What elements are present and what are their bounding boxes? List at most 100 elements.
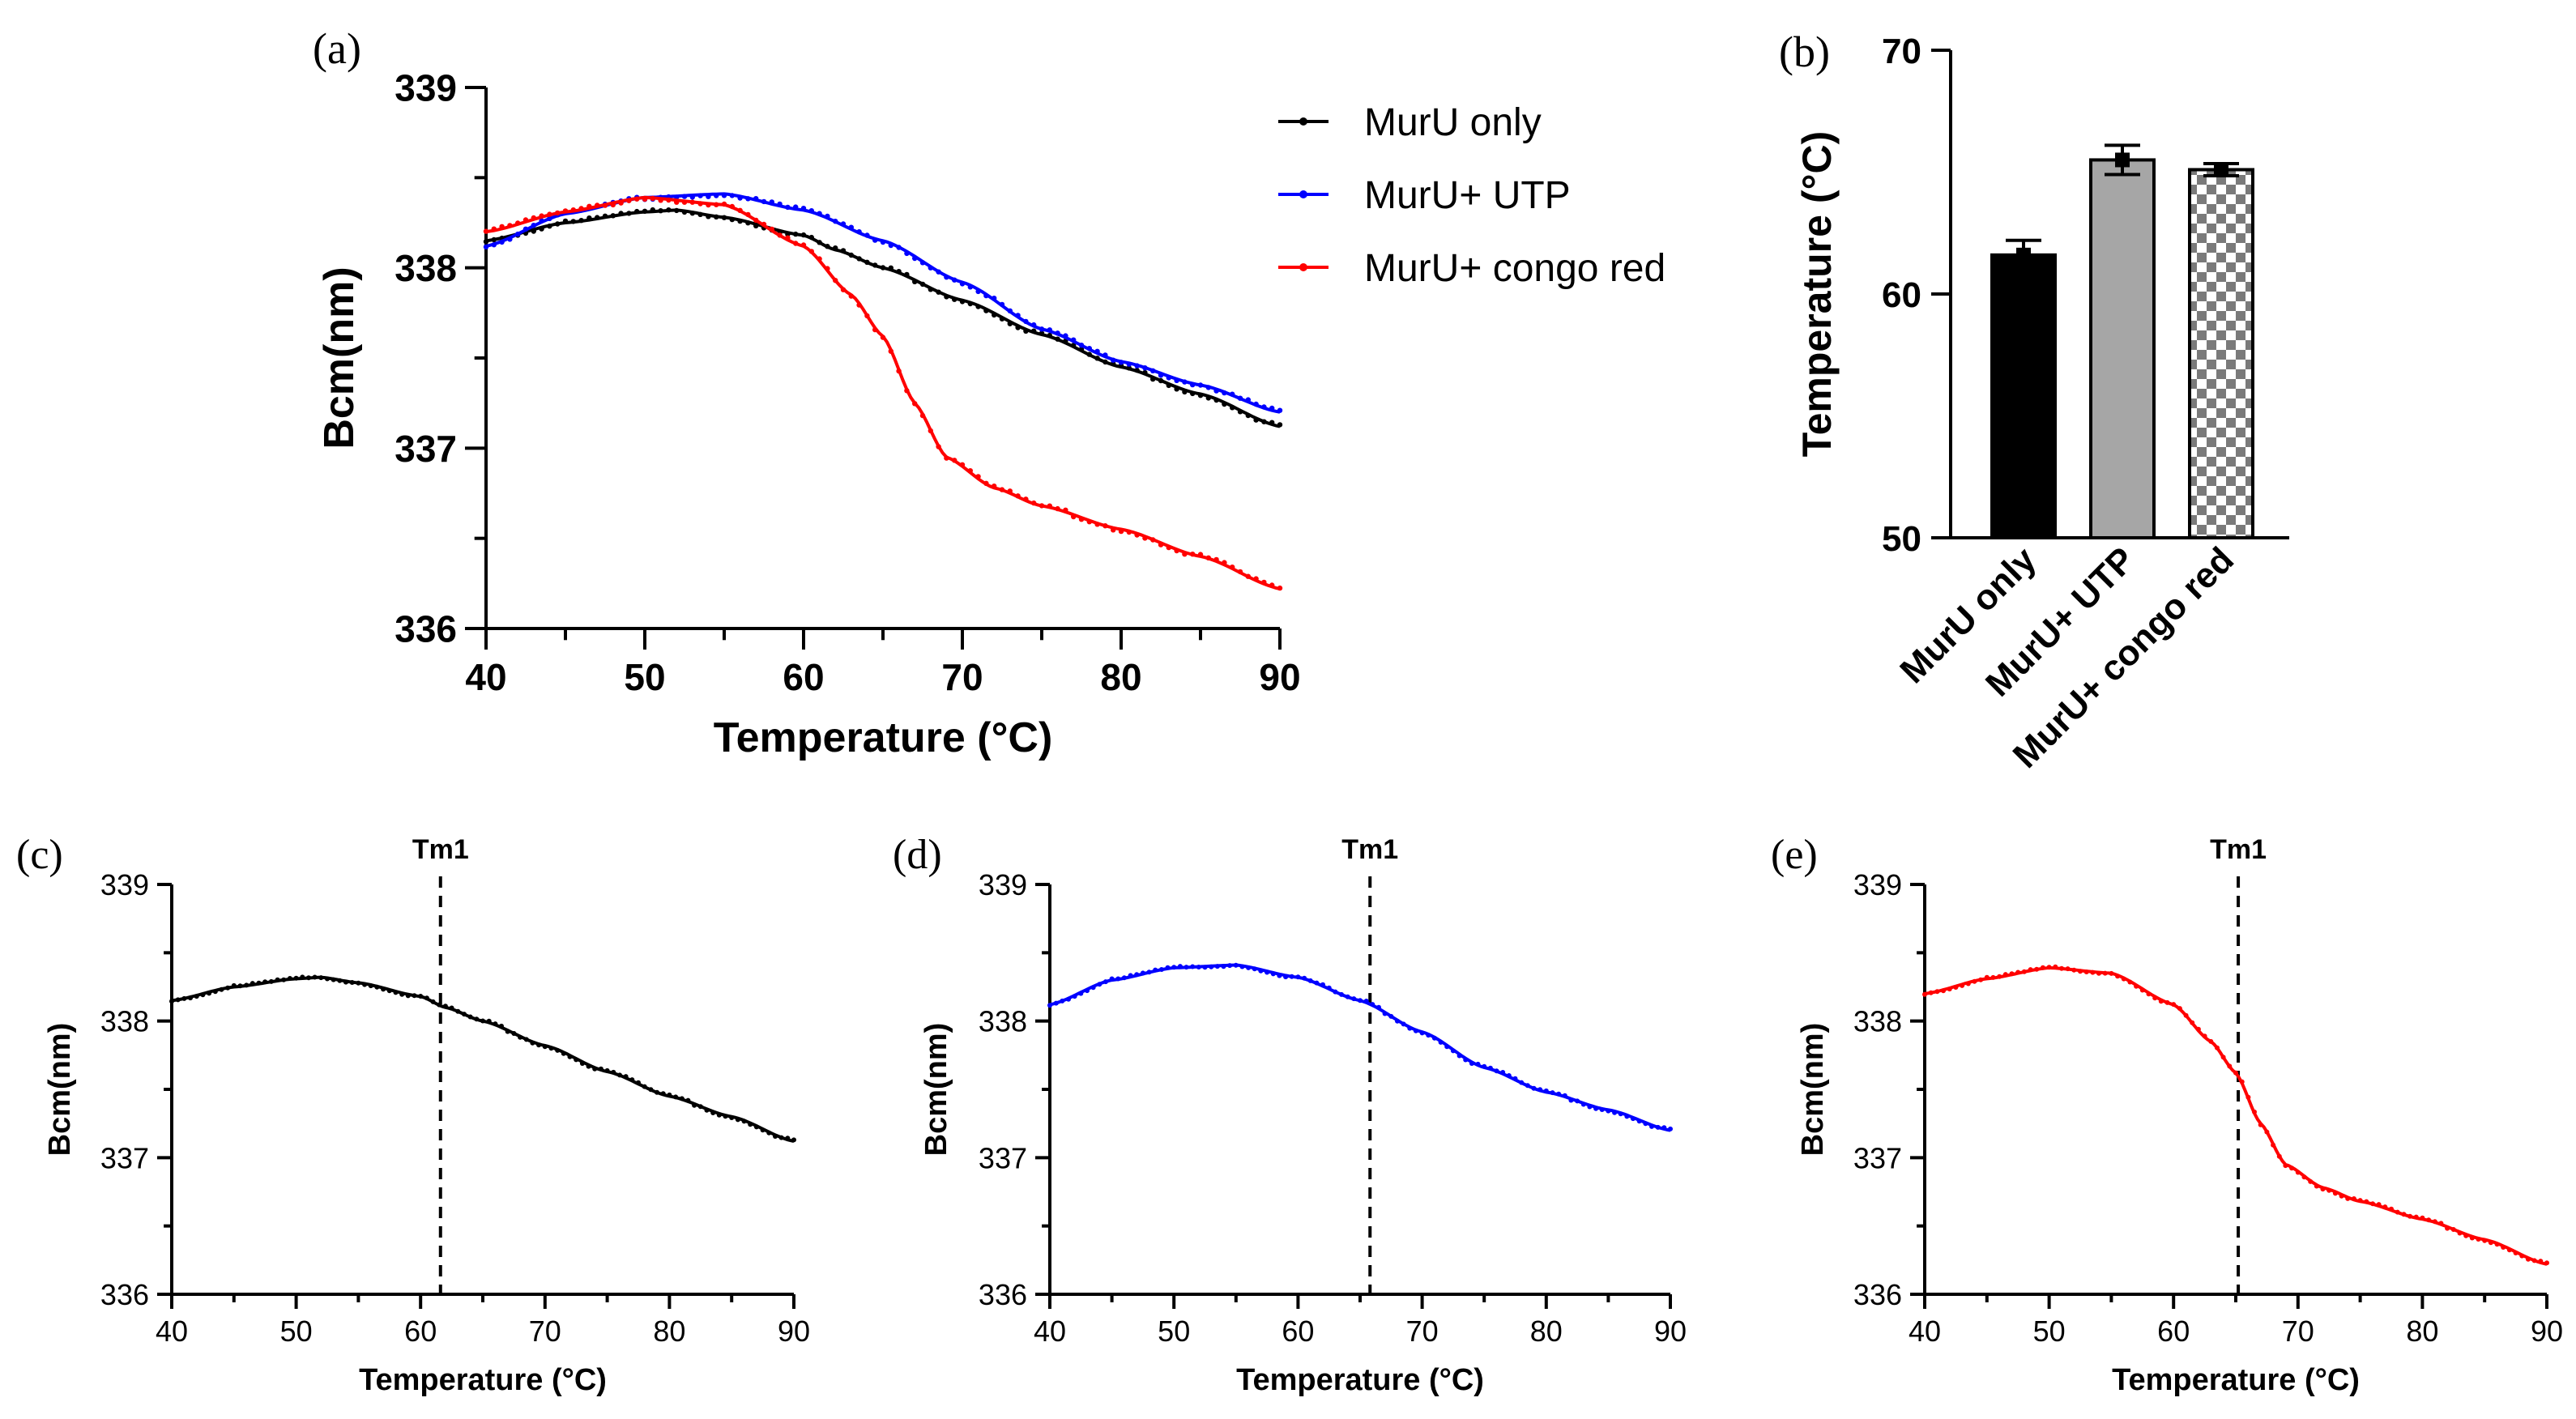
data-point xyxy=(555,1047,561,1053)
data-point xyxy=(1063,507,1068,513)
data-point xyxy=(689,199,695,205)
data-point xyxy=(256,980,262,986)
data-point xyxy=(944,294,949,300)
data-point xyxy=(967,284,974,290)
y-tick-label: 336 xyxy=(395,608,457,650)
data-point xyxy=(1649,1123,1654,1129)
data-point xyxy=(604,1067,610,1073)
x-axis-label: Temperature (°C) xyxy=(2112,1363,2360,1397)
data-point xyxy=(1606,1108,1611,1114)
data-point xyxy=(975,288,981,295)
series-muru-utp xyxy=(1047,962,1673,1132)
chart-panel-c: (c) 40 50 60 70 80 90 336 337 338 339 Temperature (… xyxy=(16,832,810,1397)
data-point xyxy=(1506,1073,1512,1078)
y-tick-label: 338 xyxy=(100,1005,149,1038)
series-muru-congo-red xyxy=(483,195,1283,591)
x-tick-label: 90 xyxy=(778,1315,810,1348)
data-point xyxy=(530,1040,535,1046)
data-point xyxy=(1922,991,1927,997)
data-point xyxy=(2053,964,2058,969)
data-point xyxy=(1947,986,1952,992)
data-point xyxy=(2071,967,2077,973)
data-point xyxy=(748,1122,753,1127)
data-point xyxy=(1307,978,1313,983)
data-point xyxy=(2426,1217,2432,1223)
x-tick-label: 80 xyxy=(1530,1315,1563,1348)
data-point xyxy=(833,219,838,224)
data-point xyxy=(493,1021,498,1027)
data-point xyxy=(673,1094,679,1100)
data-point xyxy=(1358,998,1363,1004)
data-point xyxy=(2295,1170,2301,1175)
bar-1 xyxy=(2089,158,2156,539)
data-point xyxy=(237,983,243,989)
data-point xyxy=(2115,974,2121,979)
data-point xyxy=(1126,365,1132,371)
data-point xyxy=(542,1044,548,1050)
data-point xyxy=(268,978,274,984)
data-point xyxy=(1039,326,1045,332)
data-point xyxy=(2382,1204,2388,1210)
data-point xyxy=(2252,1109,2257,1114)
data-point xyxy=(817,240,822,245)
data-point xyxy=(1233,962,1239,968)
data-point xyxy=(716,1112,722,1118)
data-point xyxy=(1190,964,1196,969)
data-point xyxy=(1261,404,1267,410)
data-point xyxy=(1071,343,1077,348)
data-point xyxy=(833,278,838,283)
data-point xyxy=(944,275,949,280)
data-point xyxy=(648,1087,654,1093)
data-point xyxy=(769,226,774,232)
data-point xyxy=(2040,965,2045,970)
data-point xyxy=(666,197,672,203)
x-tick-label: 70 xyxy=(1406,1315,1439,1348)
data-point xyxy=(697,211,703,217)
data-point xyxy=(1431,1035,1437,1041)
data-point xyxy=(2395,1209,2400,1215)
data-point xyxy=(1214,964,1220,969)
data-point xyxy=(2408,1213,2412,1219)
data-point xyxy=(864,313,870,319)
data-point xyxy=(2432,1219,2437,1225)
data-point xyxy=(1197,552,1204,557)
data-point xyxy=(1153,967,1158,973)
data-point xyxy=(1031,500,1037,506)
x-tick-label: 70 xyxy=(529,1315,561,1348)
data-point xyxy=(704,1107,710,1113)
data-point xyxy=(2233,1070,2238,1076)
data-point xyxy=(697,193,703,198)
data-point xyxy=(1094,348,1100,354)
data-point xyxy=(2215,1045,2220,1050)
data-point xyxy=(2059,965,2064,971)
data-point xyxy=(800,232,807,238)
data-point xyxy=(547,211,552,217)
data-point xyxy=(1252,966,1257,972)
y-axis-label: Temperature (°C) xyxy=(1794,131,1840,457)
data-point xyxy=(1150,368,1156,373)
data-point xyxy=(928,428,934,434)
data-point xyxy=(2009,971,2015,977)
x-tick-label: 60 xyxy=(783,656,824,698)
data-point xyxy=(169,999,174,1004)
data-point xyxy=(729,1115,735,1120)
data-point xyxy=(1401,1021,1406,1027)
data-point xyxy=(1221,964,1226,969)
data-point xyxy=(1269,420,1275,425)
data-point xyxy=(449,1005,454,1011)
data-point xyxy=(1320,982,1325,987)
data-point xyxy=(1450,1048,1456,1054)
data-point xyxy=(1102,523,1108,529)
data-point xyxy=(1500,1070,1506,1075)
y-tick-label: 60 xyxy=(1882,275,1921,315)
data-point xyxy=(343,979,348,985)
data-point xyxy=(1171,965,1177,970)
data-point xyxy=(2028,967,2033,973)
y-tick-label: 339 xyxy=(395,67,457,109)
data-point xyxy=(555,210,561,216)
chart-panel-a: (a) 40 50 60 70 80 90 336 337 338 339 Temperature (… xyxy=(313,24,1665,761)
data-point xyxy=(1253,417,1259,423)
data-point xyxy=(491,242,497,248)
data-point xyxy=(729,216,735,223)
data-point xyxy=(2476,1237,2481,1242)
